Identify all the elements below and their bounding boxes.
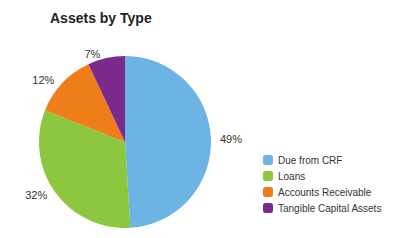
svg-text:49%: 49%: [220, 133, 242, 145]
svg-text:Assets by Type: Assets by Type: [50, 10, 152, 26]
svg-text:32%: 32%: [25, 189, 47, 201]
svg-text:Due from CRF: Due from CRF: [278, 155, 342, 166]
svg-text:Tangible Capital Assets: Tangible Capital Assets: [278, 203, 381, 214]
svg-text:7%: 7%: [84, 48, 100, 60]
svg-text:Accounts Receivable: Accounts Receivable: [278, 187, 372, 198]
svg-text:Loans: Loans: [278, 171, 305, 182]
svg-text:12%: 12%: [32, 74, 54, 86]
